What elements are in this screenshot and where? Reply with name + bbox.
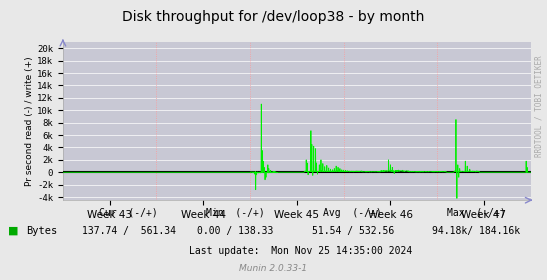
Text: ■: ■	[8, 226, 19, 236]
Text: 51.54 / 532.56: 51.54 / 532.56	[312, 226, 394, 236]
Text: Cur  (-/+): Cur (-/+)	[99, 208, 158, 218]
Text: Bytes: Bytes	[26, 226, 57, 236]
Y-axis label: Pr second read (-) / write (+): Pr second read (-) / write (+)	[25, 56, 34, 186]
Text: 137.74 /  561.34: 137.74 / 561.34	[82, 226, 176, 236]
Text: RRDTOOL / TOBI OETIKER: RRDTOOL / TOBI OETIKER	[534, 55, 543, 157]
Text: Min  (-/+): Min (-/+)	[206, 208, 265, 218]
Text: Munin 2.0.33-1: Munin 2.0.33-1	[240, 264, 307, 273]
Text: 0.00 / 138.33: 0.00 / 138.33	[197, 226, 274, 236]
Text: Max  (-/+): Max (-/+)	[446, 208, 505, 218]
Text: Disk throughput for /dev/loop38 - by month: Disk throughput for /dev/loop38 - by mon…	[123, 10, 424, 24]
Text: 94.18k/ 184.16k: 94.18k/ 184.16k	[432, 226, 520, 236]
Text: Last update:  Mon Nov 25 14:35:00 2024: Last update: Mon Nov 25 14:35:00 2024	[189, 246, 412, 256]
Text: Avg  (-/+): Avg (-/+)	[323, 208, 382, 218]
